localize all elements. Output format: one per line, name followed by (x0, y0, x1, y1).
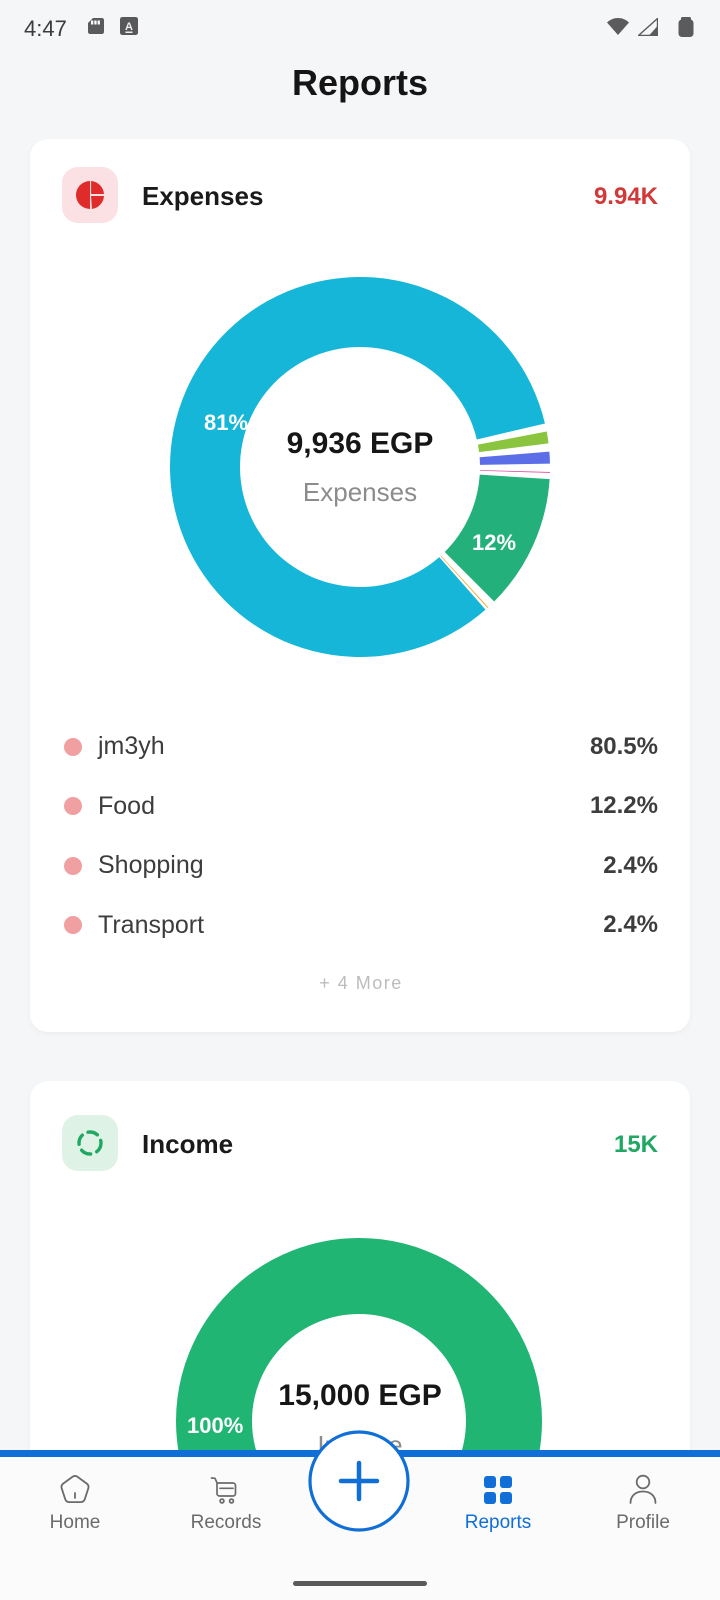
svg-text:A: A (125, 21, 133, 33)
svg-text:12%: 12% (472, 530, 516, 555)
